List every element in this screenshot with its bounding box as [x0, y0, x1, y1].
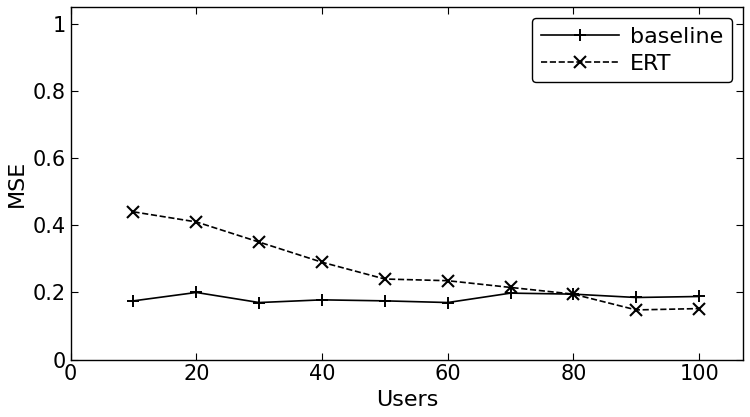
baseline [255, 300, 264, 305]
baseline [443, 300, 452, 305]
Legend: baseline, ERT: baseline, ERT [532, 18, 732, 83]
ERT [632, 307, 640, 312]
baseline [632, 295, 640, 300]
Line: ERT: ERT [128, 206, 705, 316]
Line: baseline: baseline [128, 286, 705, 309]
baseline [129, 298, 138, 303]
ERT [694, 306, 703, 311]
baseline [568, 291, 578, 296]
baseline [380, 298, 389, 303]
X-axis label: Users: Users [376, 390, 438, 410]
ERT [317, 260, 326, 265]
ERT [443, 278, 452, 283]
baseline [317, 297, 326, 302]
baseline [694, 294, 703, 299]
baseline [192, 290, 201, 295]
ERT [192, 219, 201, 224]
ERT [129, 209, 138, 214]
ERT [506, 285, 515, 290]
ERT [568, 291, 578, 296]
ERT [255, 240, 264, 245]
baseline [506, 291, 515, 296]
ERT [380, 276, 389, 281]
Y-axis label: MSE: MSE [7, 160, 27, 207]
